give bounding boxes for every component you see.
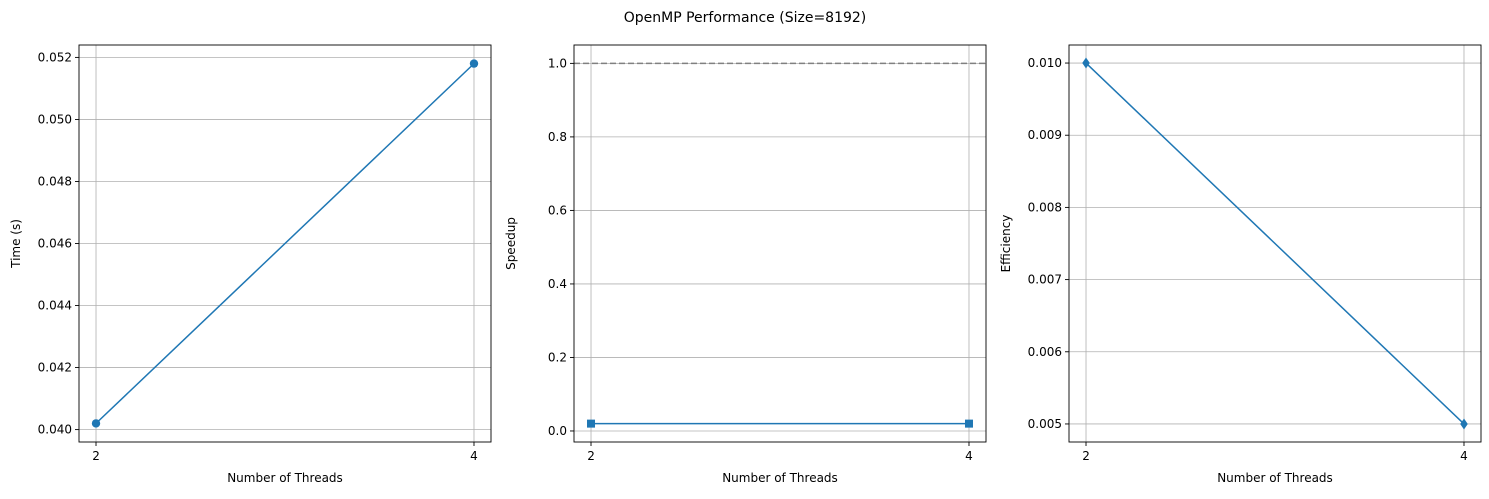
y-tick-label: 0.007	[1028, 273, 1062, 287]
series-line	[95, 63, 475, 424]
subplot-1: 2 4 0.040 0.042 0.044 0.046 0.048 0.050 0.052 Num…	[9, 44, 492, 485]
y-tick-label: 0.005	[1028, 417, 1062, 431]
y-tick-label: 0.2	[548, 350, 567, 364]
data-point	[1082, 57, 1090, 69]
y-tick-label: 0.052	[38, 50, 72, 64]
y-tick-label: 0.8	[548, 130, 567, 144]
y-tick-label: 0.010	[1028, 56, 1062, 70]
subplot-2: 2 4 0.0 0.2 0.4 0.6 0.8 1.0 Number of Threads Spe…	[504, 44, 987, 485]
data-point	[587, 419, 596, 428]
x-tick-label: 4	[470, 449, 478, 463]
figure-title: OpenMP Performance (Size=8192)	[624, 10, 867, 26]
x-axis-label: Number of Threads	[722, 471, 838, 485]
y-tick-label: 0.046	[38, 237, 72, 251]
y-tick-label: 0.042	[38, 361, 72, 375]
series-line	[1085, 62, 1465, 425]
y-tick-label: 0.009	[1028, 128, 1062, 142]
y-tick-label: 0.044	[38, 299, 72, 313]
x-tick-label: 4	[1460, 449, 1468, 463]
data-point	[91, 419, 101, 428]
y-axis-label: Efficiency	[999, 215, 1013, 273]
y-tick-label: 0.040	[38, 423, 72, 437]
data-point	[1460, 418, 1468, 430]
x-tick-label: 2	[1082, 449, 1090, 463]
axes-frame	[573, 44, 987, 443]
y-axis-label: Speedup	[504, 217, 518, 270]
axes-frame	[1068, 44, 1482, 443]
y-tick-label: 0.006	[1028, 345, 1062, 359]
data-point	[469, 59, 479, 68]
y-axis-label: Time (s)	[9, 219, 23, 269]
y-tick-label: 0.6	[548, 203, 567, 217]
y-tick-label: 0.048	[38, 174, 72, 188]
y-tick-label: 0.0	[548, 424, 567, 438]
x-tick-label: 2	[587, 449, 595, 463]
data-point	[964, 419, 973, 428]
y-tick-label: 0.4	[548, 277, 567, 291]
y-tick-label: 0.008	[1028, 200, 1062, 214]
y-tick-label: 0.050	[38, 112, 72, 126]
x-axis-label: Number of Threads	[227, 471, 343, 485]
x-tick-label: 2	[92, 449, 100, 463]
y-tick-label: 1.0	[548, 56, 567, 70]
x-tick-label: 4	[965, 449, 973, 463]
x-axis-label: Number of Threads	[1217, 471, 1333, 485]
subplot-3: 2 4 0.005 0.006 0.007 0.008 0.009 0.010 Number o…	[999, 44, 1482, 485]
